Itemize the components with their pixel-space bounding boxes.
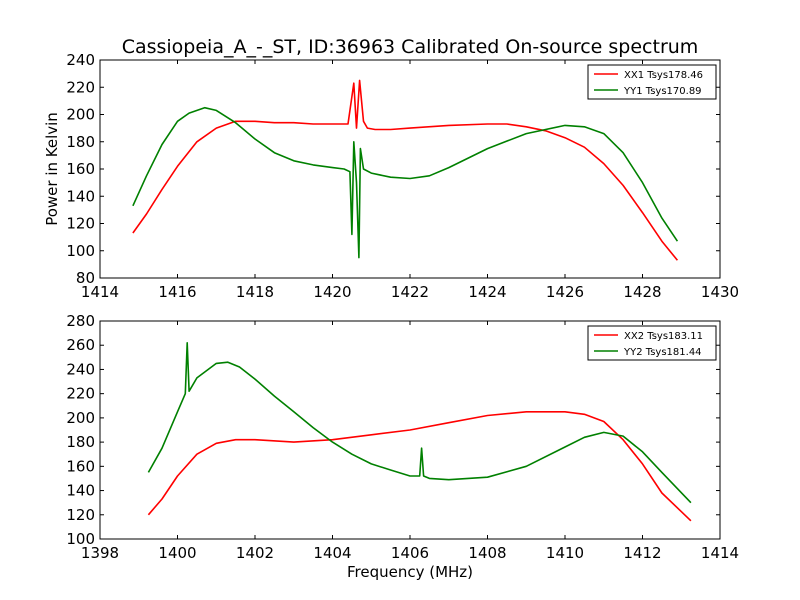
series-line-yy1: [132, 106, 679, 259]
x-tick-label: 1430: [701, 283, 739, 301]
x-tick-label: 1428: [623, 283, 661, 301]
x-axis-label: Frequency (MHz): [347, 563, 473, 581]
y-tick-label: 200: [66, 106, 95, 124]
y-tick-label: 260: [66, 336, 95, 354]
x-tick-label: 1420: [313, 283, 351, 301]
x-tick-label: 1400: [158, 544, 196, 562]
x-tick-label: 1404: [313, 544, 351, 562]
top-plot: 1414 1416 1418 1420 1422 1424 1426 1428 1430 80 10…: [66, 51, 739, 301]
x-tick-label: 1416: [158, 283, 196, 301]
x-tick-label: 1408: [468, 544, 506, 562]
x-tick-label: 1418: [236, 283, 274, 301]
x-tick-label: 1414: [701, 544, 739, 562]
legend-label: YY2 Tsys181.44: [623, 347, 702, 358]
y-axis-label: Power in Kelvin: [43, 112, 61, 226]
y-tick-label: 100: [66, 530, 95, 548]
top-plot-legend: XX1 Tsys178.46 YY1 Tsys170.89: [587, 64, 717, 100]
bottom-plot: 1398 1400 1402 1404 1406 1408 1410 1412 1414 100 1…: [66, 312, 739, 562]
top-plot-lines: [132, 79, 679, 261]
bottom-plot-ticks: 1398 1400 1402 1404 1406 1408 1410 1412 1414 100 1…: [66, 312, 739, 562]
y-tick-label: 160: [66, 160, 95, 178]
y-tick-label: 140: [66, 482, 95, 500]
y-tick-label: 80: [76, 269, 95, 287]
x-tick-label: 1424: [468, 283, 506, 301]
y-tick-label: 160: [66, 457, 95, 475]
legend-label: XX2 Tsys183.11: [624, 331, 703, 342]
x-tick-label: 1426: [546, 283, 584, 301]
x-tick-label: 1414: [81, 283, 119, 301]
y-tick-label: 220: [66, 385, 95, 403]
x-tick-label: 1406: [391, 544, 429, 562]
x-tick-label: 1422: [391, 283, 429, 301]
y-tick-label: 120: [66, 215, 95, 233]
chart-title: Cassiopeia_A_-_ST, ID:36963 Calibrated O…: [122, 36, 699, 58]
x-tick-label: 1412: [623, 544, 661, 562]
legend-box: [587, 64, 717, 100]
x-tick-label: 1398: [81, 544, 119, 562]
x-tick-label: 1410: [546, 544, 584, 562]
bottom-plot-legend: XX2 Tsys183.11 YY2 Tsys181.44: [587, 325, 717, 361]
top-plot-ticks: 1414 1416 1418 1420 1422 1424 1426 1428 1430 80 10…: [66, 51, 739, 301]
series-line-yy2: [147, 341, 692, 504]
y-tick-label: 220: [66, 78, 95, 96]
legend-label: YY1 Tsys170.89: [623, 86, 702, 97]
series-line-xx2: [147, 410, 692, 522]
y-tick-label: 200: [66, 409, 95, 427]
y-tick-label: 100: [66, 242, 95, 260]
y-tick-label: 280: [66, 312, 95, 330]
bottom-plot-lines: [147, 341, 692, 522]
y-tick-label: 240: [66, 360, 95, 378]
legend-label: XX1 Tsys178.46: [624, 70, 703, 81]
y-tick-label: 180: [66, 433, 95, 451]
y-tick-label: 120: [66, 506, 95, 524]
y-tick-label: 180: [66, 133, 95, 151]
y-tick-label: 140: [66, 187, 95, 205]
y-tick-label: 240: [66, 51, 95, 69]
x-tick-label: 1402: [236, 544, 274, 562]
legend-box: [587, 325, 717, 361]
series-line-xx1: [132, 79, 679, 261]
